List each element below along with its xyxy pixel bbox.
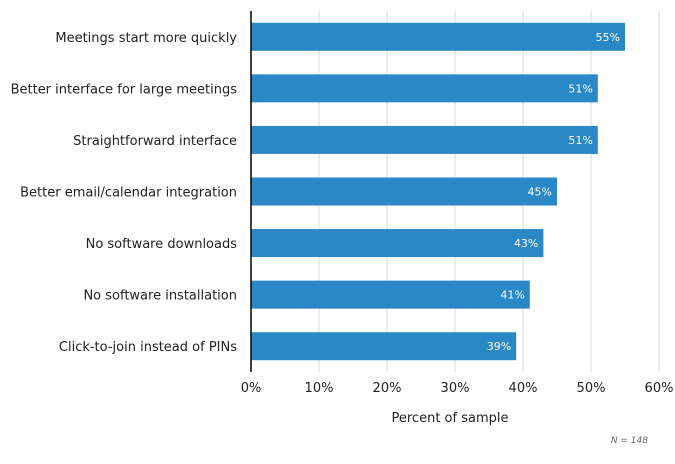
bar-value-label: 45% [528, 186, 552, 199]
sample-size-note: N = 148 [611, 436, 648, 446]
bar-value-label: 55% [596, 31, 620, 44]
category-labels: Meetings start more quickly Better interf… [11, 31, 238, 355]
x-tick-labels: 0% 10% 20% 30% 40% 50% 60% [241, 381, 674, 396]
category-label: No software installation [83, 289, 237, 304]
x-axis-title: Percent of sample [392, 411, 509, 426]
bar [251, 229, 544, 258]
bar-value-label: 41% [500, 289, 524, 302]
x-tick-label: 20% [373, 381, 402, 396]
category-label: Straightforward interface [73, 134, 237, 149]
x-tick-label: 10% [305, 381, 334, 396]
bar-value-label: 51% [568, 134, 592, 147]
bar [251, 280, 530, 309]
bar-value-label: 43% [514, 237, 538, 250]
bar [251, 74, 598, 103]
bar [251, 22, 625, 51]
x-tick-label: 40% [509, 381, 538, 396]
bar [251, 332, 517, 361]
bar-value-label: 51% [568, 82, 592, 95]
category-label: Click-to-join instead of PINs [59, 340, 237, 355]
x-tick-label: 0% [241, 381, 262, 396]
bar [251, 177, 557, 206]
x-tick-label: 60% [645, 381, 674, 396]
x-tick-label: 30% [441, 381, 470, 396]
bar-value-label: 39% [487, 340, 511, 353]
category-label: Better interface for large meetings [11, 82, 238, 97]
bar [251, 125, 598, 154]
category-label: Meetings start more quickly [55, 31, 237, 46]
category-label: No software downloads [86, 237, 238, 252]
x-tick-label: 50% [577, 381, 606, 396]
category-label: Better email/calendar integration [20, 186, 237, 201]
bars: 55% 51% 51% 45% 43% 41% 39% [251, 22, 625, 361]
